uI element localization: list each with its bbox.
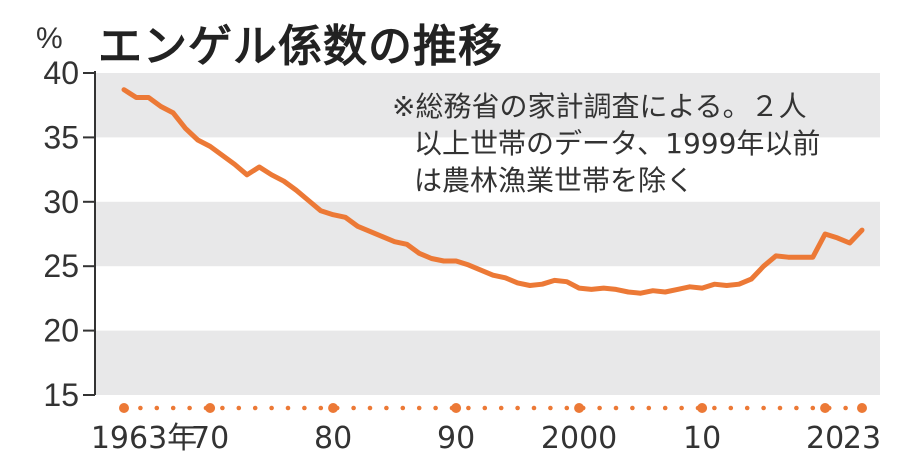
x-tick-label-2020: 20 bbox=[806, 421, 844, 456]
title-row: % エンゲル係数の推移 bbox=[0, 0, 900, 72]
x-tick-marker-1970 bbox=[205, 403, 216, 413]
x-tick-label-2023: 23 bbox=[843, 421, 881, 456]
source-note: ※総務省の家計調査による。２人 以上世帯のデータ、1999年以前 は農林漁業世帯… bbox=[392, 88, 862, 199]
x-tick-label-2010: 10 bbox=[683, 421, 721, 456]
x-axis-dot bbox=[531, 405, 537, 411]
x-axis-dot bbox=[728, 405, 734, 411]
y-tick-label-40: 40 bbox=[43, 55, 79, 91]
x-tick-marker-1963 bbox=[119, 403, 129, 413]
x-tick-marker-2023 bbox=[857, 403, 867, 413]
x-axis-dot bbox=[252, 405, 258, 411]
x-axis-dot bbox=[433, 405, 438, 411]
x-axis-dot bbox=[138, 405, 143, 411]
source-note-line-1: ※総務省の家計調査による。２人 bbox=[392, 90, 807, 123]
y-tick-label-30: 30 bbox=[43, 184, 79, 220]
x-axis-dot bbox=[187, 405, 192, 411]
x-axis-dot bbox=[269, 405, 274, 411]
x-axis-dot bbox=[548, 405, 553, 411]
x-axis-dot bbox=[482, 405, 488, 411]
x-axis-dot bbox=[712, 405, 717, 411]
x-axis-dot bbox=[646, 405, 652, 411]
x-axis-dot bbox=[302, 405, 307, 411]
x-axis-dot bbox=[761, 405, 766, 411]
x-tick-label-2000: 2000 bbox=[541, 421, 617, 456]
x-tick-label-1980: 80 bbox=[314, 421, 352, 456]
x-axis-dot bbox=[662, 405, 668, 411]
x-tick-marker-2010 bbox=[697, 403, 708, 413]
x-tick-marker-1990 bbox=[451, 403, 462, 413]
x-tick-label-1963: 1963年 bbox=[91, 421, 197, 456]
y-tick-label-20: 20 bbox=[43, 313, 79, 349]
x-axis-dot bbox=[498, 405, 504, 411]
source-note-line-2: 以上世帯のデータ、1999年以前 bbox=[414, 127, 821, 160]
x-tick-marker-2020 bbox=[820, 403, 831, 413]
x-tick-marker-1980 bbox=[328, 403, 339, 413]
source-note-line-3: は農林漁業世帯を除く bbox=[414, 164, 695, 197]
x-axis-dot bbox=[400, 405, 406, 411]
x-tick-label-1970: 70 bbox=[191, 421, 229, 456]
x-axis-dot bbox=[466, 405, 471, 411]
x-axis-dot bbox=[154, 405, 160, 411]
y-tick-label-15: 15 bbox=[43, 377, 79, 413]
x-tick-marker-2000 bbox=[574, 403, 585, 413]
x-axis-dot bbox=[367, 405, 373, 411]
x-axis-dot bbox=[236, 405, 242, 411]
x-axis-dot bbox=[416, 405, 422, 411]
y-axis-unit: % bbox=[36, 22, 63, 55]
x-axis-dot bbox=[597, 405, 602, 411]
grid-band-25 bbox=[95, 201, 880, 267]
x-axis-dot bbox=[515, 405, 520, 411]
grid-band-15 bbox=[95, 330, 880, 395]
grid-band-35 bbox=[95, 73, 880, 138]
x-axis-dot bbox=[613, 405, 619, 411]
x-axis-dot bbox=[777, 405, 783, 411]
x-axis-dot bbox=[170, 405, 176, 411]
x-axis-dot bbox=[318, 405, 324, 411]
engel-coefficient-line bbox=[121, 87, 865, 296]
x-axis-dot bbox=[285, 405, 291, 411]
chart-title: エンゲル係数の推移 bbox=[98, 21, 503, 72]
x-axis-dot bbox=[220, 405, 225, 411]
x-axis-dot bbox=[744, 405, 750, 411]
y-tick-label-35: 35 bbox=[43, 119, 79, 155]
x-axis-dot bbox=[351, 405, 356, 411]
y-tick-label-25: 25 bbox=[43, 248, 79, 284]
x-axis-dot bbox=[810, 405, 816, 411]
x-tick-label-1990: 90 bbox=[437, 421, 475, 456]
x-axis-dot bbox=[630, 405, 635, 411]
x-axis-dot bbox=[679, 405, 684, 411]
x-axis-dot bbox=[843, 405, 848, 411]
x-axis-dot bbox=[564, 405, 570, 411]
x-axis-dot bbox=[794, 405, 799, 411]
x-axis-dot bbox=[384, 405, 389, 411]
